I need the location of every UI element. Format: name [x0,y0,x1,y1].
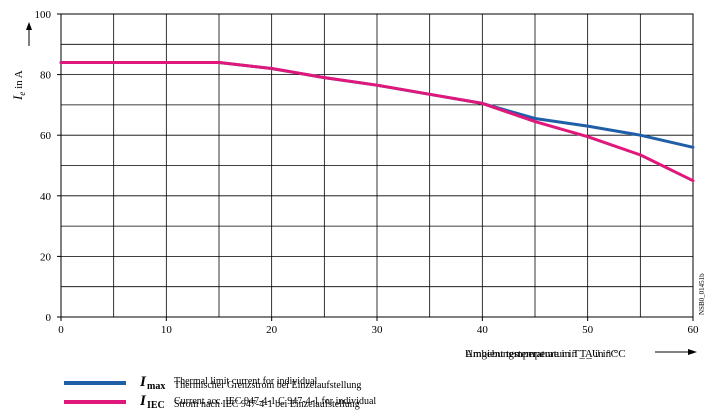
y-axis-arrow-head [26,22,32,30]
axis-ticks: 0 10 20 30 40 50 60 0 20 40 60 80 100 [35,9,700,336]
y-axis-symbol: I [10,95,25,101]
figure-id: NSB0_01451b [698,273,706,315]
legend-sub-max: max [147,381,165,392]
y-tick-label: 80 [40,70,52,82]
y-axis-label: Ie in A [10,22,32,101]
x-axis-label: Ambient temperature in T_A in °C Umgebun… [465,348,697,360]
y-axis-subscript: e [17,92,27,96]
y-tick-label: 100 [35,9,52,21]
legend-text-max-a: Thermal limit current for individual [174,376,318,387]
y-tick-label: 60 [40,130,52,142]
legend-sub-iec: IEC [147,400,165,411]
series-lines [59,61,695,183]
legend-item-max: I max Thermal limit current for individu… [64,374,361,392]
x-tick-label: 0 [58,324,64,336]
legend: I max Thermal limit current for individu… [64,374,376,411]
x-tick-label: 10 [161,324,173,336]
x-axis-label-b: Umgebungstemperatur in T_U in °C [465,348,626,360]
x-tick-label: 40 [477,324,489,336]
legend-text-iec-a: Current acc. IEC 947-4-1 C 947-4-1 for i… [174,396,376,407]
y-axis-unit: in A [13,70,25,91]
legend-symbol-max: I [139,374,147,390]
svg-text:Ie in A: Ie in A [10,70,27,101]
x-axis-label-a: Ambient temperature in T_A in °C [465,348,618,360]
y-tick-label: 20 [40,251,52,263]
legend-item-iec: I IEC Current acc. IEC 947-4-1 C 947-4-1… [64,393,376,411]
legend-symbol-iec: I [139,393,147,409]
x-axis-arrow-head [688,349,697,355]
y-tick-label: 0 [46,312,52,324]
grid [61,14,693,317]
x-tick-label: 30 [372,324,384,336]
x-tick-label: 20 [266,324,278,336]
legend-text-max-b: Thermischer Grenzstrom bei Einzelaufstel… [174,380,361,391]
x-tick-label: 50 [582,324,594,336]
legend-text-iec-b: Strom nach IEC 947-4-1 bei Einzelaufstel… [174,399,360,410]
series-line-iiec [59,61,695,183]
y-tick-label: 40 [40,191,52,203]
x-tick-label: 60 [688,324,700,336]
